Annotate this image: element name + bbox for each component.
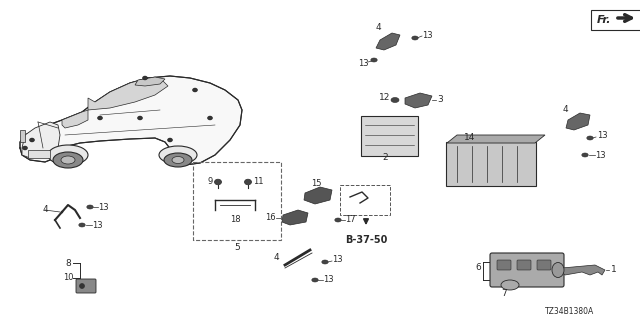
Polygon shape bbox=[405, 93, 432, 108]
Text: 13: 13 bbox=[595, 150, 605, 159]
Text: 13: 13 bbox=[596, 132, 607, 140]
Text: 4: 4 bbox=[273, 253, 279, 262]
Text: 13: 13 bbox=[332, 255, 342, 265]
FancyBboxPatch shape bbox=[537, 260, 551, 270]
Text: 4: 4 bbox=[562, 106, 568, 115]
Polygon shape bbox=[562, 265, 605, 275]
Text: 11: 11 bbox=[253, 178, 263, 187]
Ellipse shape bbox=[168, 138, 173, 142]
Ellipse shape bbox=[244, 179, 252, 185]
Text: 15: 15 bbox=[311, 179, 321, 188]
Ellipse shape bbox=[143, 76, 147, 80]
Ellipse shape bbox=[97, 116, 102, 120]
Ellipse shape bbox=[312, 278, 318, 282]
Ellipse shape bbox=[138, 116, 143, 120]
Bar bbox=[340, 185, 390, 215]
Text: 4: 4 bbox=[42, 205, 48, 214]
Text: 13: 13 bbox=[92, 220, 102, 229]
Ellipse shape bbox=[552, 262, 564, 277]
Text: 2: 2 bbox=[382, 154, 388, 163]
Text: 13: 13 bbox=[323, 276, 333, 284]
Ellipse shape bbox=[61, 156, 75, 164]
Ellipse shape bbox=[79, 284, 84, 289]
Text: 7: 7 bbox=[501, 289, 507, 298]
Ellipse shape bbox=[412, 36, 418, 40]
Polygon shape bbox=[22, 122, 60, 158]
Ellipse shape bbox=[79, 223, 85, 227]
Text: Fr.: Fr. bbox=[596, 15, 611, 25]
FancyBboxPatch shape bbox=[76, 279, 96, 293]
Ellipse shape bbox=[582, 153, 588, 157]
Bar bbox=[20, 130, 25, 142]
Ellipse shape bbox=[164, 153, 192, 167]
Text: 4: 4 bbox=[375, 23, 381, 33]
Text: 14: 14 bbox=[464, 133, 476, 142]
Ellipse shape bbox=[193, 88, 198, 92]
Bar bbox=[591, 10, 640, 30]
Text: 13: 13 bbox=[358, 59, 368, 68]
Text: 16: 16 bbox=[265, 213, 275, 222]
FancyBboxPatch shape bbox=[517, 260, 531, 270]
Polygon shape bbox=[304, 187, 332, 204]
Polygon shape bbox=[62, 110, 88, 128]
Polygon shape bbox=[447, 135, 545, 143]
Text: 9: 9 bbox=[207, 178, 212, 187]
FancyBboxPatch shape bbox=[361, 116, 418, 156]
Text: 8: 8 bbox=[65, 259, 71, 268]
Ellipse shape bbox=[48, 145, 88, 165]
Bar bbox=[28, 150, 50, 158]
Ellipse shape bbox=[53, 152, 83, 168]
Ellipse shape bbox=[172, 156, 184, 164]
Text: 18: 18 bbox=[230, 215, 240, 225]
Ellipse shape bbox=[322, 260, 328, 264]
Ellipse shape bbox=[335, 218, 341, 222]
Ellipse shape bbox=[214, 179, 221, 185]
Text: 3: 3 bbox=[437, 95, 443, 105]
Text: TZ34B1380A: TZ34B1380A bbox=[545, 308, 595, 316]
Text: 5: 5 bbox=[234, 244, 240, 252]
Ellipse shape bbox=[159, 146, 197, 164]
Text: 13: 13 bbox=[422, 30, 432, 39]
FancyBboxPatch shape bbox=[490, 253, 564, 287]
Text: 17: 17 bbox=[345, 215, 355, 225]
Text: 6: 6 bbox=[475, 263, 481, 273]
Polygon shape bbox=[135, 77, 165, 86]
Text: 12: 12 bbox=[380, 93, 390, 102]
Polygon shape bbox=[566, 113, 590, 130]
Text: 1: 1 bbox=[611, 266, 617, 275]
Ellipse shape bbox=[87, 205, 93, 209]
Text: B-37-50: B-37-50 bbox=[345, 235, 387, 245]
Ellipse shape bbox=[29, 138, 35, 142]
Ellipse shape bbox=[22, 146, 28, 150]
Text: 13: 13 bbox=[98, 203, 108, 212]
Ellipse shape bbox=[587, 136, 593, 140]
Ellipse shape bbox=[501, 280, 519, 290]
Ellipse shape bbox=[391, 98, 399, 102]
Ellipse shape bbox=[207, 116, 212, 120]
Polygon shape bbox=[20, 76, 242, 165]
FancyBboxPatch shape bbox=[497, 260, 511, 270]
Polygon shape bbox=[282, 210, 308, 225]
Text: 10: 10 bbox=[63, 274, 73, 283]
Polygon shape bbox=[88, 78, 168, 110]
Bar bbox=[193, 162, 281, 240]
Ellipse shape bbox=[371, 58, 377, 62]
Polygon shape bbox=[376, 33, 400, 50]
FancyBboxPatch shape bbox=[446, 142, 536, 186]
